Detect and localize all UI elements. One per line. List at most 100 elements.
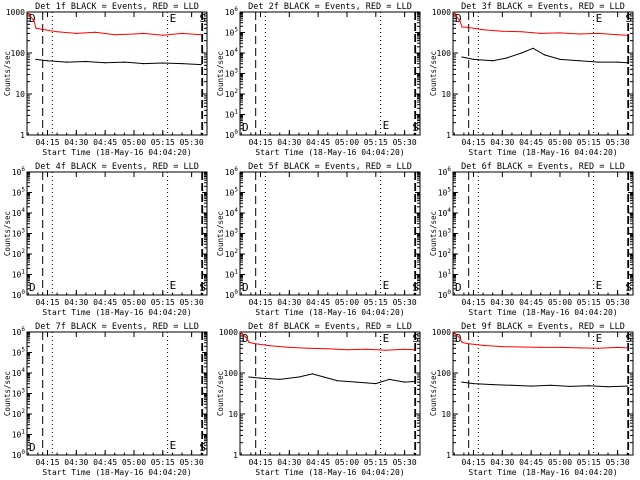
data-point-lld <box>597 347 600 349</box>
chart-title: Det 9f BLACK = Events, RED = LLD <box>461 322 625 332</box>
x-tick-label: 04:15 <box>248 458 272 467</box>
data-point-lld <box>162 34 164 36</box>
x-tick-label: 04:45 <box>306 138 330 147</box>
y-tick-label: 101 <box>12 269 26 280</box>
x-tick-label: 05:15 <box>364 458 388 467</box>
x-tick-label: 04:30 <box>277 458 301 467</box>
y-tick-label: 100 <box>11 49 26 58</box>
chart-panel-8: Det 8f BLACK = Events, RED = LLD 1 10 100 10… <box>216 322 421 477</box>
y-tick-label: 1000 <box>432 328 451 337</box>
data-point-events <box>559 58 561 61</box>
y-tick-label: 102 <box>438 248 452 259</box>
y-tick-label: 106 <box>12 326 26 337</box>
y-tick-label: 100 <box>437 49 452 58</box>
data-point-events <box>123 61 125 63</box>
y-tick-label: 102 <box>12 248 26 259</box>
x-tick-label: 04:45 <box>306 458 330 467</box>
x-tick-label: 05:00 <box>335 138 359 147</box>
y-tick-label: 105 <box>225 187 239 198</box>
data-point-lld <box>254 343 256 345</box>
y-tick-label: 100 <box>225 289 239 300</box>
y-tick-label: 106 <box>12 166 26 177</box>
marker-label-e: E <box>170 12 177 25</box>
chart-title: Det 7f BLACK = Events, RED = LLD <box>35 322 199 332</box>
y-tick-label: 1 <box>20 131 25 140</box>
data-point-events <box>544 54 546 56</box>
data-point-lld <box>327 348 329 350</box>
data-point-lld <box>56 31 58 33</box>
data-point-lld <box>200 34 202 36</box>
y-tick-label: 100 <box>225 129 239 140</box>
x-axis-label: Start Time (18-May-16 04:04:20) <box>42 148 191 157</box>
data-point-lld <box>617 346 619 348</box>
data-point-lld <box>482 344 484 346</box>
y-tick-label: 1 <box>446 131 451 140</box>
data-point-events <box>492 384 494 386</box>
y-tick-label: 100 <box>224 369 239 378</box>
y-tick-label: 103 <box>12 228 26 239</box>
data-point-lld <box>404 348 406 350</box>
data-point-events <box>511 384 513 386</box>
x-tick-label: 04:15 <box>35 138 59 147</box>
data-point-lld <box>459 337 461 339</box>
x-tick-label: 05:00 <box>122 458 146 467</box>
plot-frame <box>452 331 634 456</box>
data-point-lld <box>181 32 183 35</box>
data-point-events <box>588 385 590 387</box>
chart-title: Det 1f BLACK = Events, RED = LLD <box>35 2 199 12</box>
data-point-lld <box>288 346 290 348</box>
data-point-events <box>181 63 183 65</box>
x-tick-label: 05:30 <box>606 458 630 467</box>
marker-label-e: E <box>383 119 390 132</box>
y-tick-label: 106 <box>438 166 452 177</box>
y-tick-label: 103 <box>438 228 452 239</box>
data-point-events <box>626 62 628 64</box>
y-tick-label: 1000 <box>432 8 451 17</box>
data-point-lld <box>452 11 454 13</box>
data-point-events <box>532 47 534 49</box>
chart-title: Det 2f BLACK = Events, RED = LLD <box>248 2 412 12</box>
data-point-events <box>356 381 358 383</box>
data-point-lld <box>133 33 135 35</box>
data-point-events <box>279 378 281 380</box>
series-line-events <box>35 58 202 66</box>
data-point-lld <box>482 29 484 31</box>
x-tick-label: 05:00 <box>548 458 572 467</box>
y-tick-label: 101 <box>438 269 452 280</box>
data-point-events <box>549 384 552 386</box>
data-point-events <box>578 60 580 62</box>
chart-panel-6: Det 6f BLACK = Events, RED = LLD 100 101 10… <box>429 162 634 317</box>
marker-label-e: E <box>170 439 177 452</box>
x-tick-label: 04:30 <box>64 298 88 307</box>
data-point-events <box>492 60 494 62</box>
chart-title: Det 4f BLACK = Events, RED = LLD <box>35 162 199 172</box>
y-axis-label: Counts/sec <box>3 371 12 416</box>
x-tick-label: 04:30 <box>490 458 514 467</box>
data-point-events <box>259 377 262 379</box>
marker-label-s: S <box>625 281 632 294</box>
x-tick-label: 05:00 <box>335 298 359 307</box>
y-tick-label: 103 <box>12 388 26 399</box>
x-tick-label: 05:30 <box>393 138 417 147</box>
marker-label-d: D <box>455 332 462 345</box>
y-tick-label: 10 <box>441 410 451 419</box>
x-tick-label: 05:15 <box>577 298 601 307</box>
data-point-events <box>597 61 600 63</box>
chart-title: Det 5f BLACK = Events, RED = LLD <box>248 162 412 172</box>
y-tick-label: 1000 <box>6 8 25 17</box>
y-tick-label: 104 <box>12 207 26 218</box>
y-tick-label: 100 <box>12 289 26 300</box>
data-point-lld <box>384 349 386 351</box>
marker-label-e: E <box>596 332 603 345</box>
chart-title: Det 8f BLACK = Events, RED = LLD <box>248 322 412 332</box>
x-tick-label: 04:15 <box>461 298 485 307</box>
data-point-lld <box>501 346 503 348</box>
y-tick-label: 10 <box>228 410 238 419</box>
x-tick-label: 04:45 <box>93 458 117 467</box>
chart-panel-7: Det 7f BLACK = Events, RED = LLD 100 101 10… <box>3 322 208 477</box>
chart-title: Det 3f BLACK = Events, RED = LLD <box>461 2 625 12</box>
y-axis-label: Counts/sec <box>429 211 438 256</box>
marker-label-e: E <box>383 332 390 345</box>
data-point-events <box>413 380 415 383</box>
